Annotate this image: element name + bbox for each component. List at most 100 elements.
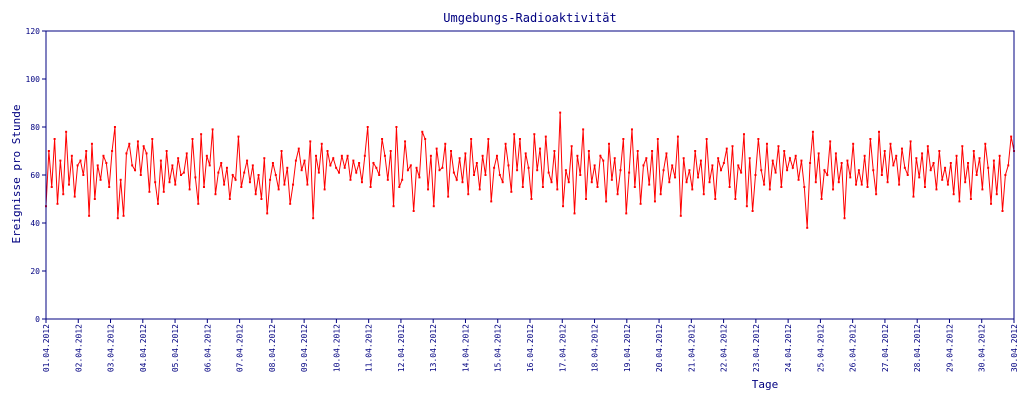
data-point [1001,210,1004,212]
data-point [395,126,398,128]
data-point [223,183,226,186]
data-point [900,147,903,150]
data-point [725,147,728,150]
y-tick-label: 120 [26,27,41,36]
data-point [340,154,343,157]
data-point [292,183,295,186]
x-tick-label: 29.04.2012 [945,324,954,372]
data-point [573,212,576,215]
data-point [659,193,662,196]
data-point [409,164,412,167]
data-point [895,154,898,157]
data-point [507,164,510,167]
data-point [73,195,76,198]
data-point [616,193,619,196]
data-point [699,159,702,162]
series-layer [45,111,1015,229]
data-point [967,162,970,164]
data-point [375,166,378,169]
data-point [797,178,800,181]
data-point [886,181,889,184]
data-point [863,154,866,157]
data-point [567,181,570,184]
data-point [286,166,289,169]
data-point [323,188,326,191]
data-point [435,147,438,150]
data-point [306,183,309,186]
data-point [254,193,257,196]
data-point [596,186,599,188]
x-tick-label: 11.04.2012 [365,324,374,372]
chart-title: Umgebungs-Radioaktivität [443,11,616,25]
data-point [676,135,679,138]
data-point [154,181,157,184]
data-point [765,142,768,145]
data-point [728,186,731,188]
data-point [105,162,108,164]
data-point [171,164,174,167]
data-point [872,169,875,172]
data-point [412,210,415,212]
data-point [82,174,85,176]
data-point [524,152,527,155]
data-point [909,140,912,143]
data-point [852,142,855,145]
data-point [579,174,582,176]
data-point [737,164,740,167]
data-point [335,166,338,169]
data-point [165,150,168,152]
data-point [576,154,579,157]
x-tick-label: 02.04.2012 [74,324,83,372]
data-point [946,183,949,186]
data-point [771,159,774,162]
data-point [392,205,395,208]
data-point [613,157,616,160]
data-point [550,181,553,184]
data-point [283,183,286,186]
data-point [918,176,921,179]
data-point [458,157,461,160]
x-tick-label: 06.04.2012 [203,324,212,372]
data-point [745,205,748,208]
x-tick-label: 20.04.2012 [655,324,664,372]
x-tick-label: 10.04.2012 [332,324,341,372]
data-point [820,198,823,200]
data-point [504,142,507,145]
data-point [742,133,745,136]
data-point [682,157,685,160]
data-point [777,145,780,148]
data-point [866,186,869,188]
data-point [343,166,346,169]
data-point [740,171,743,174]
data-point [415,166,418,169]
data-point [197,202,200,205]
data-point [56,202,59,205]
data-point [332,157,335,160]
data-point [59,159,62,162]
data-point [935,188,938,191]
data-point [200,133,203,136]
data-point [757,138,760,140]
data-point [834,152,837,155]
data-point [274,174,277,176]
data-point [475,162,478,164]
data-point [826,174,829,176]
data-point [837,181,840,184]
data-point [912,195,915,198]
data-point [438,169,441,172]
data-point [619,169,622,172]
data-point [312,217,315,220]
data-point [903,166,906,169]
data-point [214,193,217,196]
data-point [297,147,300,150]
data-point [450,150,453,152]
data-point [855,183,858,186]
data-point [708,181,711,184]
data-point [829,140,832,143]
data-point [814,181,817,184]
data-point [185,152,188,155]
data-point [958,200,961,203]
data-point [1004,174,1007,176]
data-point [734,198,737,200]
data-point [889,142,892,145]
